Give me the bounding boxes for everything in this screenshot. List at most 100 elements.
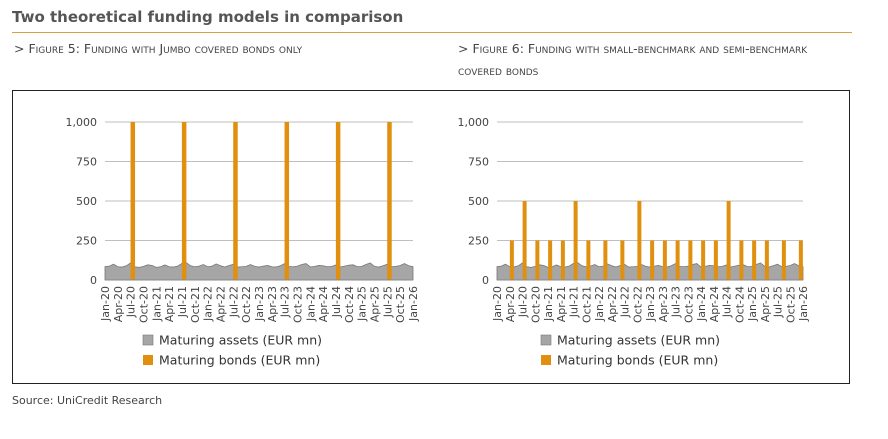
y-tick-label: 0 — [90, 274, 97, 287]
bond-bar — [586, 240, 591, 280]
x-tick-label: Oct-22 — [240, 286, 253, 323]
y-tick-label: 750 — [76, 156, 97, 169]
x-tick-label: Jan-20 — [491, 286, 504, 322]
legend-label-assets: Maturing assets (EUR mn) — [159, 333, 322, 348]
x-tick-label: Jul-20 — [517, 286, 530, 318]
bond-bar — [284, 122, 290, 280]
x-tick-label: Jan-23 — [253, 286, 266, 322]
bond-bar — [387, 122, 392, 280]
x-tick-label: Apr-21 — [163, 286, 176, 322]
bond-bar — [650, 240, 655, 280]
bond-bar — [535, 240, 540, 280]
y-tick-label: 500 — [468, 195, 489, 208]
legend-swatch-assets — [142, 334, 154, 346]
title-rule — [12, 32, 852, 33]
y-tick-label: 250 — [76, 235, 97, 248]
x-tick-label: Jan-21 — [150, 286, 163, 322]
bond-bar — [798, 240, 803, 280]
bond-bar — [620, 240, 625, 280]
bond-bar — [662, 240, 667, 280]
bond-bar — [781, 240, 786, 280]
x-tick-label: Jul-22 — [619, 286, 632, 318]
x-tick-label: Jan-24 — [304, 286, 317, 322]
bond-bar — [335, 122, 341, 280]
x-tick-label: Jul-25 — [772, 286, 785, 318]
y-tick-label: 0 — [482, 274, 489, 287]
charts-frame: 0 250 500 750 1,000 Jan-20 Apr-20 Jul-20 Oct-20 J… — [12, 90, 850, 384]
bond-bar — [739, 240, 744, 280]
x-tick-label: Apr-23 — [657, 286, 670, 322]
x-tick-label: Oct-24 — [733, 286, 746, 323]
x-tick-label: Jan-22 — [593, 286, 606, 322]
x-tick-label: Oct-24 — [343, 286, 356, 323]
x-tick-label: Jan-26 — [797, 286, 810, 322]
x-tick-label: Oct-23 — [682, 286, 695, 323]
figure-5-title: > Figure 5: Funding with Jumbo covered b… — [14, 41, 303, 56]
bond-bar — [130, 122, 136, 280]
legend-label-bonds: Maturing bonds (EUR mn) — [159, 353, 320, 368]
y-tick-label: 250 — [468, 235, 489, 248]
x-tick-label: Jan-21 — [542, 286, 555, 322]
legend-label-assets: Maturing assets (EUR mn) — [557, 333, 720, 348]
x-tick-label: Jan-22 — [202, 286, 215, 322]
bond-bar — [509, 240, 514, 280]
assets-area — [104, 262, 414, 281]
x-tick-label: Jul-24 — [721, 286, 734, 318]
source-note: Source: UniCredit Research — [12, 394, 163, 407]
x-tick-label: Jul-23 — [279, 286, 292, 318]
x-tick-label: Apr-21 — [555, 286, 568, 322]
x-tick-label: Apr-22 — [606, 286, 619, 322]
x-tick-label: Jan-20 — [99, 286, 112, 322]
figure-6-title: > Figure 6: Funding with small-benchmark… — [458, 41, 808, 78]
x-tick-label: Jan-26 — [407, 286, 420, 322]
x-tick-label: Jul-25 — [381, 286, 394, 318]
assets-area — [496, 262, 804, 281]
bond-bar — [675, 240, 680, 280]
x-tick-label: Oct-22 — [631, 286, 644, 323]
x-tick-label: Jul-23 — [670, 286, 683, 318]
x-tick-label: Apr-24 — [317, 286, 330, 322]
y-tick-label: 500 — [76, 195, 97, 208]
x-tick-label: Jul-22 — [227, 286, 240, 318]
y-tick-label: 750 — [468, 156, 489, 169]
x-tick-label: Jul-20 — [125, 286, 138, 318]
legend-swatch-bonds — [541, 355, 551, 365]
x-tick-label: Oct-23 — [292, 286, 305, 323]
y-tick-label: 1,000 — [66, 116, 98, 129]
y-tick-label: 1,000 — [458, 116, 490, 129]
x-tick-label: Jul-21 — [568, 286, 581, 318]
x-tick-label: Jan-24 — [695, 286, 708, 322]
bond-bar — [688, 240, 693, 280]
x-tick-label: Jul-24 — [330, 286, 343, 318]
x-tick-label: Jan-23 — [644, 286, 657, 322]
legend-label-bonds: Maturing bonds (EUR mn) — [557, 353, 718, 368]
bond-bar — [573, 201, 578, 280]
legend-swatch-bonds — [143, 355, 153, 365]
bond-bar — [726, 201, 731, 280]
x-tick-label: Apr-24 — [708, 286, 721, 322]
x-tick-label: Jan-25 — [746, 286, 759, 322]
x-tick-label: Oct-21 — [189, 286, 202, 323]
bond-bar — [233, 122, 238, 280]
bond-bar — [522, 201, 527, 280]
bond-bar — [752, 240, 757, 280]
bond-bar — [181, 122, 187, 280]
bond-bar — [548, 240, 553, 280]
x-tick-label: Jan-25 — [356, 286, 369, 322]
x-tick-label: Apr-25 — [759, 286, 772, 322]
x-tick-label: Apr-20 — [504, 286, 517, 322]
bond-bar — [637, 201, 642, 280]
page-title: Two theoretical funding models in compar… — [12, 8, 404, 26]
x-tick-label: Apr-22 — [215, 286, 228, 322]
bond-bar — [603, 240, 608, 280]
bond-bar — [560, 240, 565, 280]
x-tick-label: Oct-21 — [580, 286, 593, 323]
bond-bar — [713, 240, 718, 280]
bond-bar — [701, 240, 706, 280]
bond-bar — [764, 240, 769, 280]
x-tick-label: Apr-23 — [266, 286, 279, 322]
x-tick-label: Oct-20 — [529, 286, 542, 323]
